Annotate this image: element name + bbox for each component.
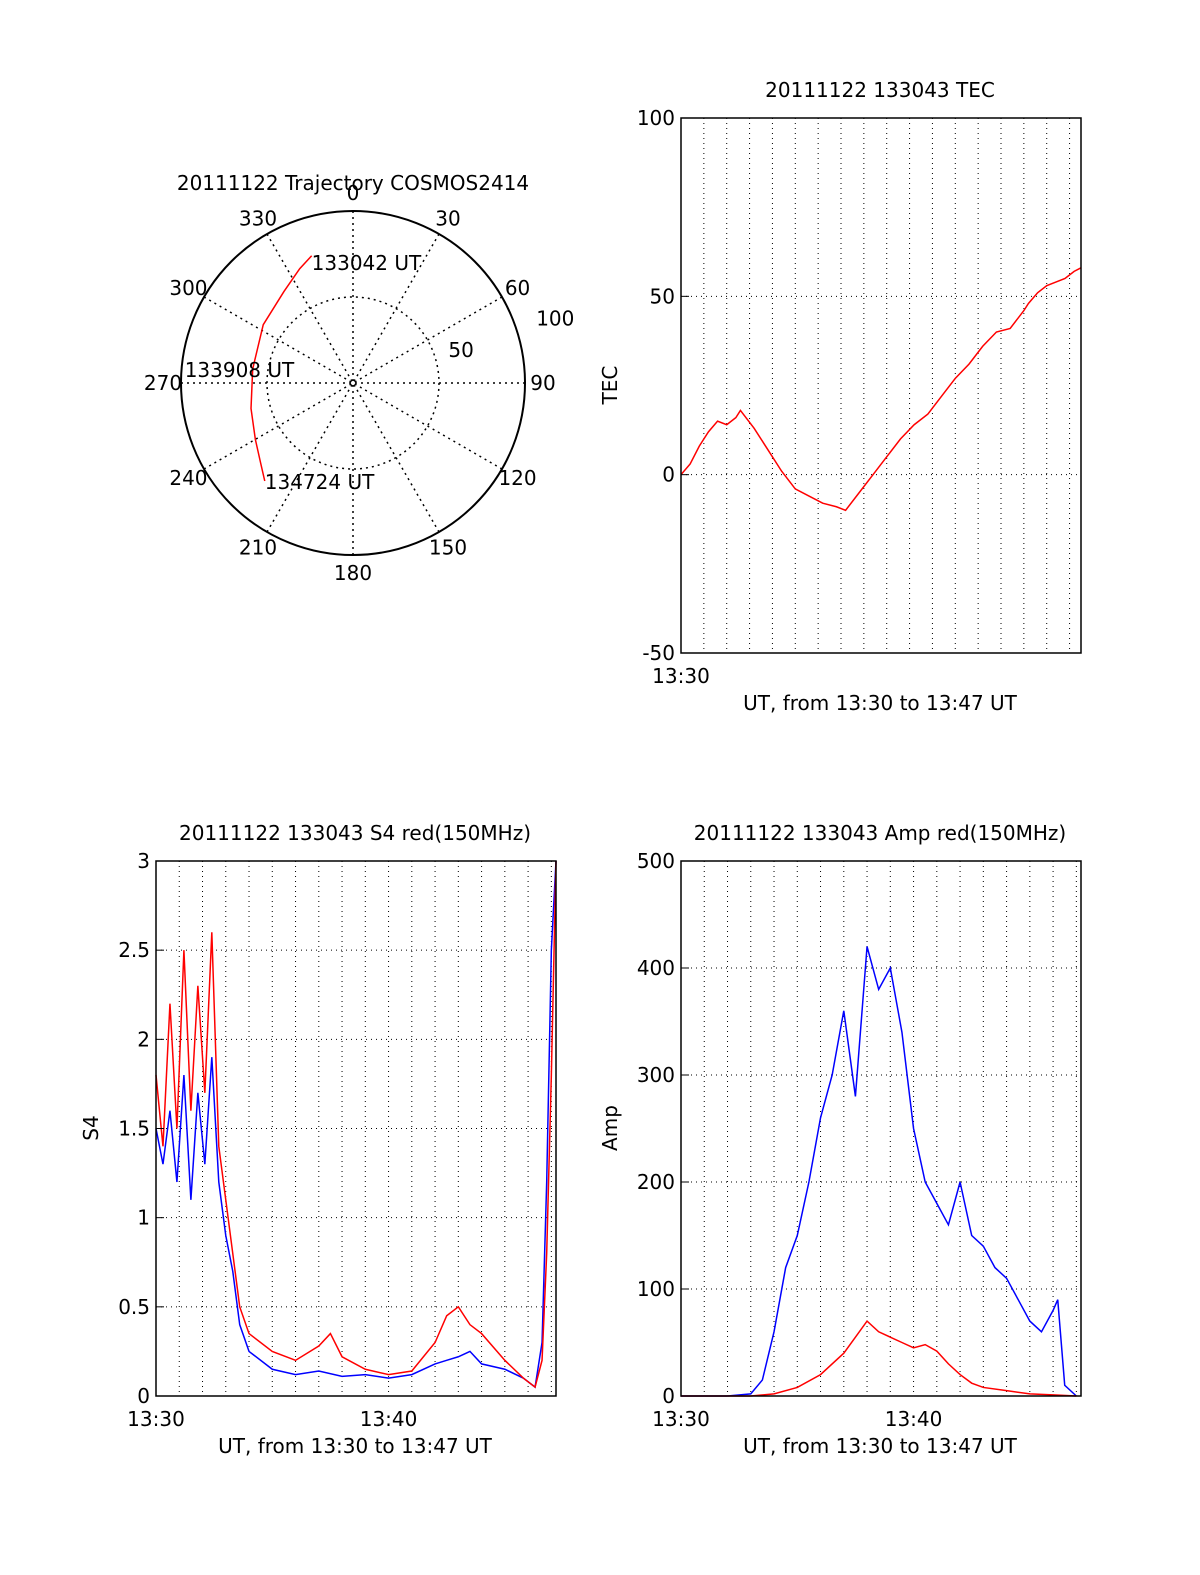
s4-ylabel: S4 — [79, 1115, 103, 1140]
s4-xtick-label: 13:30 — [127, 1407, 185, 1431]
trajectory-time-label: 133042 UT — [312, 251, 422, 275]
polar-angle-label: 330 — [239, 206, 277, 230]
tec-title: 20111122 133043 TEC — [765, 78, 995, 102]
polar-grid — [180, 210, 526, 556]
trajectory-line — [250, 255, 313, 482]
s4-ytick-label: 1 — [137, 1206, 150, 1230]
tec-ytick-label: -50 — [642, 641, 675, 665]
trajectory-path — [250, 255, 313, 482]
tec-ytick-label: 100 — [637, 106, 675, 130]
polar-angle-label: 30 — [435, 206, 460, 230]
tec-xtick-label: 13:30 — [652, 664, 710, 688]
tec-frame — [680, 117, 1082, 654]
polar-radius-label: 50 — [448, 338, 473, 362]
polar-angle-label: 90 — [530, 371, 555, 395]
s4-title: 20111122 133043 S4 red(150MHz) — [179, 821, 531, 845]
amp-plot-area: 0 100 200 300 400 500 13:30 13:40 — [637, 849, 1082, 1431]
s4-plot-area: 0 0.5 1 1.5 2 2.5 3 13:30 13:40 — [118, 849, 557, 1431]
trajectory-time-label: 133908 UT — [185, 358, 295, 382]
amp-xtick-label: 13:30 — [652, 1407, 710, 1431]
s4-panel: 20111122 133043 S4 red(150MHz) S4 UT, fr… — [79, 821, 557, 1458]
polar-angle-label: 150 — [429, 536, 467, 560]
amp-xtick-label: 13:40 — [885, 1407, 943, 1431]
amp-frame — [680, 860, 1082, 1397]
tec-panel: 20111122 133043 TEC TEC UT, from 13:30 t… — [598, 78, 1082, 715]
tec-xlabel: UT, from 13:30 to 13:47 UT — [743, 691, 1018, 715]
polar-radius-label: 100 — [536, 307, 574, 331]
s4-ytick-label: 1.5 — [118, 1117, 150, 1141]
amp-title: 20111122 133043 Amp red(150MHz) — [694, 821, 1066, 845]
polar-angle-label: 0 — [347, 181, 360, 205]
amp-series-1 — [681, 1319, 1077, 1397]
amp-series-0 — [681, 946, 1077, 1397]
polar-angle-labels: 0 30 60 90 120 150 180 210 240 270 300 330 — [144, 181, 556, 585]
tec-series-0 — [680, 267, 1082, 512]
s4-ytick-label: 0 — [137, 1384, 150, 1408]
amp-ytick-label: 500 — [637, 849, 675, 873]
amp-ytick-label: 0 — [662, 1384, 675, 1408]
tec-ytick-label: 0 — [662, 463, 675, 487]
amp-panel: 20111122 133043 Amp red(150MHz) Amp UT, … — [598, 821, 1082, 1458]
amp-ylabel: Amp — [598, 1105, 622, 1151]
s4-xtick-label: 13:40 — [360, 1407, 418, 1431]
polar-radius-labels: 50 100 — [448, 307, 574, 362]
trajectory-time-labels: 133042 UT 133908 UT 134724 UT — [185, 251, 422, 494]
amp-ytick-label: 300 — [637, 1063, 675, 1087]
polar-angle-label: 240 — [169, 466, 207, 490]
polar-angle-label: 60 — [505, 276, 530, 300]
s4-ytick-label: 0.5 — [118, 1295, 150, 1319]
polar-trajectory-panel: 20111122 Trajectory COSMOS2414 0 30 60 90 12… — [144, 171, 574, 585]
amp-ytick-label: 200 — [637, 1170, 675, 1194]
tec-plot-area: -50 0 50 100 13:30 — [637, 106, 1082, 688]
polar-angle-label: 210 — [239, 536, 277, 560]
amp-ytick-label: 400 — [637, 956, 675, 980]
polar-angle-label: 120 — [498, 466, 536, 490]
polar-angle-label: 270 — [144, 371, 182, 395]
s4-ytick-label: 3 — [137, 849, 150, 873]
s4-ytick-label: 2 — [137, 1027, 150, 1051]
trajectory-time-label: 134724 UT — [265, 470, 375, 494]
s4-series-1 — [155, 860, 557, 1389]
polar-title: 20111122 Trajectory COSMOS2414 — [177, 171, 529, 195]
tec-ylabel: TEC — [598, 366, 622, 406]
amp-ytick-label: 100 — [637, 1277, 675, 1301]
s4-xlabel: UT, from 13:30 to 13:47 UT — [218, 1434, 493, 1458]
polar-angle-label: 300 — [169, 276, 207, 300]
amp-xlabel: UT, from 13:30 to 13:47 UT — [743, 1434, 1018, 1458]
polar-angle-label: 180 — [334, 561, 372, 585]
s4-ytick-label: 2.5 — [118, 938, 150, 962]
s4-series-0 — [155, 860, 557, 1389]
tec-ytick-label: 50 — [650, 284, 675, 308]
